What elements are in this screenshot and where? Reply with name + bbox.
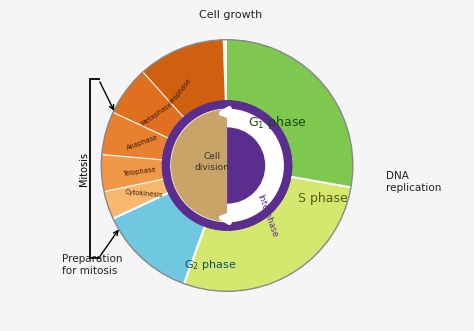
Text: Mitosis: Mitosis: [79, 152, 89, 186]
Text: Telophase: Telophase: [123, 166, 157, 177]
Wedge shape: [143, 40, 227, 166]
Wedge shape: [104, 166, 227, 219]
Wedge shape: [113, 166, 227, 284]
Wedge shape: [113, 166, 227, 284]
Text: DNA
replication: DNA replication: [386, 171, 441, 193]
Text: Cytokinesis: Cytokinesis: [125, 189, 164, 199]
Wedge shape: [184, 166, 351, 291]
Wedge shape: [113, 72, 227, 166]
Wedge shape: [184, 166, 351, 291]
Wedge shape: [101, 155, 227, 192]
Circle shape: [171, 109, 283, 222]
Text: Preparation
for mitosis: Preparation for mitosis: [62, 254, 122, 276]
Text: G$_2$ phase: G$_2$ phase: [184, 258, 237, 272]
Wedge shape: [227, 40, 353, 187]
Wedge shape: [184, 166, 351, 291]
Wedge shape: [102, 112, 227, 166]
Wedge shape: [102, 112, 227, 166]
Circle shape: [163, 101, 292, 230]
Text: Prophase: Prophase: [169, 77, 192, 105]
Wedge shape: [227, 40, 353, 187]
Text: Anaphase: Anaphase: [126, 134, 159, 151]
Text: Cell growth: Cell growth: [199, 10, 262, 20]
Text: Metaphase: Metaphase: [139, 101, 173, 127]
Wedge shape: [190, 128, 227, 203]
Wedge shape: [227, 40, 353, 187]
Wedge shape: [184, 166, 351, 291]
Wedge shape: [184, 166, 351, 291]
Circle shape: [190, 128, 264, 203]
Wedge shape: [227, 40, 353, 187]
Wedge shape: [113, 166, 227, 284]
Text: S phase: S phase: [298, 192, 348, 205]
Wedge shape: [171, 109, 227, 222]
Wedge shape: [101, 155, 227, 192]
Wedge shape: [113, 166, 227, 284]
Circle shape: [161, 99, 293, 232]
Wedge shape: [163, 101, 227, 230]
Wedge shape: [104, 166, 227, 219]
Text: Cell
division: Cell division: [195, 152, 229, 172]
Wedge shape: [143, 40, 227, 166]
Circle shape: [193, 132, 261, 199]
Text: G$_1$ phase: G$_1$ phase: [248, 115, 307, 131]
Text: Interphase: Interphase: [255, 192, 279, 238]
Wedge shape: [113, 72, 227, 166]
Circle shape: [163, 101, 292, 230]
